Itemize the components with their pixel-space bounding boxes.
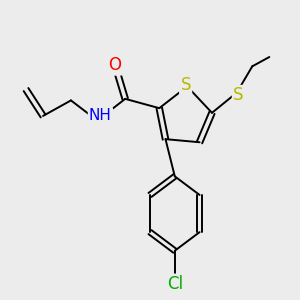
Text: NH: NH [89,108,112,123]
Text: S: S [180,76,191,94]
Text: S: S [233,86,244,104]
Text: O: O [108,56,121,74]
Text: Cl: Cl [167,275,183,293]
